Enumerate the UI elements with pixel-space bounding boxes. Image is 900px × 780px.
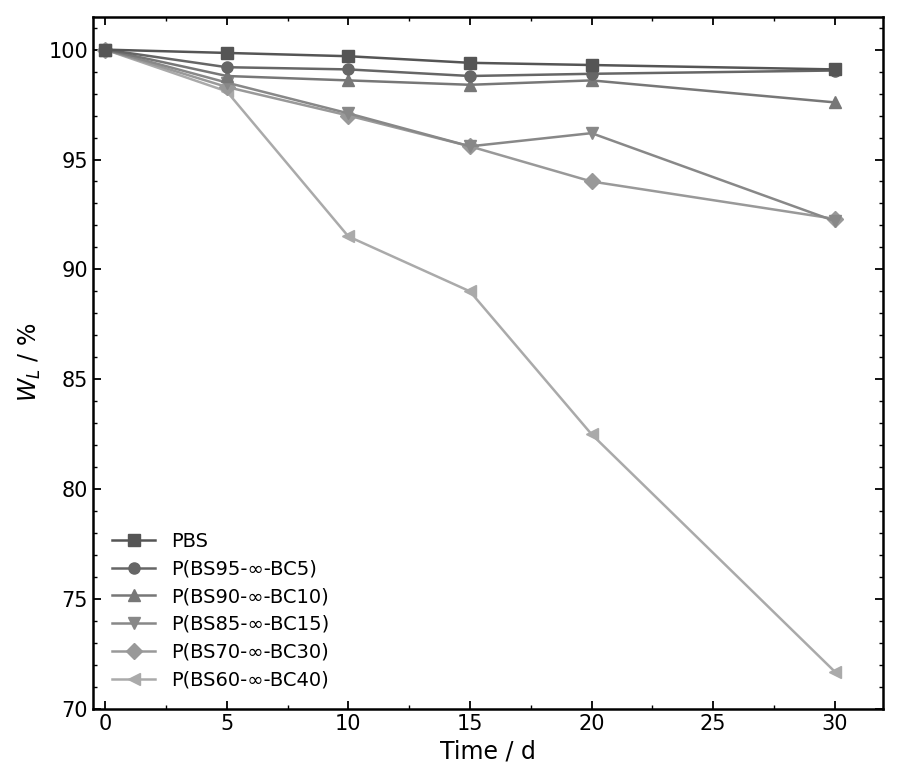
P(BS90-∞-BC10)	[343, 76, 354, 85]
P(BS85-∞-BC15)	[100, 45, 111, 55]
Line: P(BS70-∞-BC30): P(BS70-∞-BC30)	[100, 44, 841, 225]
P(BS70-∞-BC30)	[464, 142, 475, 151]
Line: P(BS60-∞-BC40): P(BS60-∞-BC40)	[100, 44, 841, 677]
PBS	[100, 45, 111, 55]
P(BS95-∞-BC5)	[829, 66, 840, 75]
Line: P(BS90-∞-BC10): P(BS90-∞-BC10)	[100, 44, 841, 108]
Y-axis label: $W_L$ / %: $W_L$ / %	[17, 323, 43, 402]
PBS	[221, 48, 232, 58]
P(BS60-∞-BC40)	[586, 430, 597, 439]
P(BS85-∞-BC15)	[221, 78, 232, 87]
P(BS90-∞-BC10)	[100, 45, 111, 55]
X-axis label: Time / d: Time / d	[440, 739, 536, 764]
P(BS85-∞-BC15)	[464, 142, 475, 151]
Legend: PBS, P(BS95-∞-BC5), P(BS90-∞-BC10), P(BS85-∞-BC15), P(BS70-∞-BC30), P(BS60-∞-BC4: PBS, P(BS95-∞-BC5), P(BS90-∞-BC10), P(BS…	[103, 522, 338, 699]
Line: P(BS95-∞-BC5): P(BS95-∞-BC5)	[100, 44, 841, 82]
P(BS70-∞-BC30)	[343, 111, 354, 120]
P(BS90-∞-BC10)	[586, 76, 597, 85]
PBS	[343, 51, 354, 61]
P(BS90-∞-BC10)	[829, 98, 840, 107]
P(BS70-∞-BC30)	[586, 177, 597, 186]
P(BS85-∞-BC15)	[586, 129, 597, 138]
PBS	[586, 60, 597, 69]
PBS	[464, 58, 475, 68]
P(BS90-∞-BC10)	[221, 71, 232, 80]
P(BS70-∞-BC30)	[829, 215, 840, 224]
P(BS95-∞-BC5)	[343, 65, 354, 74]
P(BS95-∞-BC5)	[221, 62, 232, 72]
P(BS70-∞-BC30)	[100, 45, 111, 55]
P(BS85-∞-BC15)	[829, 216, 840, 225]
PBS	[829, 65, 840, 74]
P(BS60-∞-BC40)	[829, 667, 840, 676]
Line: P(BS85-∞-BC15): P(BS85-∞-BC15)	[100, 44, 841, 227]
P(BS90-∞-BC10)	[464, 80, 475, 90]
P(BS95-∞-BC5)	[464, 71, 475, 80]
P(BS60-∞-BC40)	[343, 232, 354, 241]
P(BS60-∞-BC40)	[221, 87, 232, 96]
P(BS95-∞-BC5)	[100, 45, 111, 55]
P(BS70-∞-BC30)	[221, 83, 232, 92]
P(BS85-∞-BC15)	[343, 108, 354, 118]
P(BS60-∞-BC40)	[100, 45, 111, 55]
Line: PBS: PBS	[100, 44, 841, 75]
P(BS60-∞-BC40)	[464, 287, 475, 296]
P(BS95-∞-BC5)	[586, 69, 597, 79]
